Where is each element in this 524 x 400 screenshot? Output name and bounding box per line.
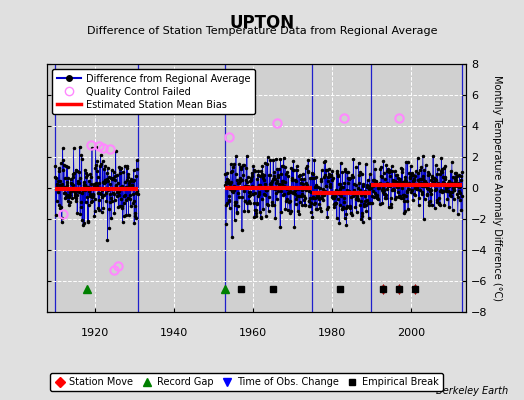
Text: 2000: 2000 bbox=[397, 328, 425, 338]
Legend: Station Move, Record Gap, Time of Obs. Change, Empirical Break: Station Move, Record Gap, Time of Obs. C… bbox=[50, 373, 443, 391]
Text: 1980: 1980 bbox=[318, 328, 346, 338]
Text: Berkeley Earth: Berkeley Earth bbox=[436, 386, 508, 396]
Y-axis label: Monthly Temperature Anomaly Difference (°C): Monthly Temperature Anomaly Difference (… bbox=[492, 75, 501, 301]
Legend: Difference from Regional Average, Quality Control Failed, Estimated Station Mean: Difference from Regional Average, Qualit… bbox=[52, 69, 255, 114]
Text: 1940: 1940 bbox=[160, 328, 188, 338]
Text: 1960: 1960 bbox=[239, 328, 267, 338]
Text: Difference of Station Temperature Data from Regional Average: Difference of Station Temperature Data f… bbox=[87, 26, 437, 36]
Text: 1920: 1920 bbox=[81, 328, 109, 338]
Text: UPTON: UPTON bbox=[230, 14, 294, 32]
